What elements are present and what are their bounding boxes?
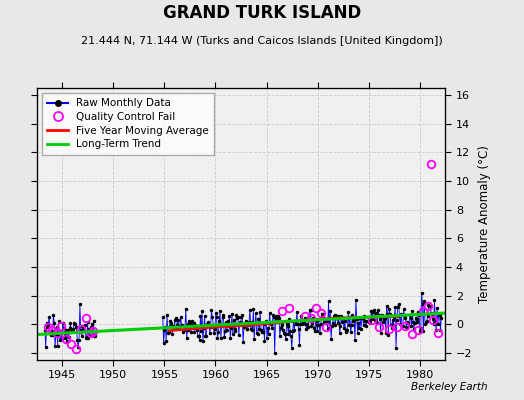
Text: GRAND TURK ISLAND: GRAND TURK ISLAND bbox=[163, 4, 361, 22]
Y-axis label: Temperature Anomaly (°C): Temperature Anomaly (°C) bbox=[478, 145, 491, 303]
Text: Berkeley Earth: Berkeley Earth bbox=[411, 382, 487, 392]
Legend: Raw Monthly Data, Quality Control Fail, Five Year Moving Average, Long-Term Tren: Raw Monthly Data, Quality Control Fail, … bbox=[42, 93, 214, 154]
Text: 21.444 N, 71.144 W (Turks and Caicos Islands [United Kingdom]): 21.444 N, 71.144 W (Turks and Caicos Isl… bbox=[81, 36, 443, 46]
